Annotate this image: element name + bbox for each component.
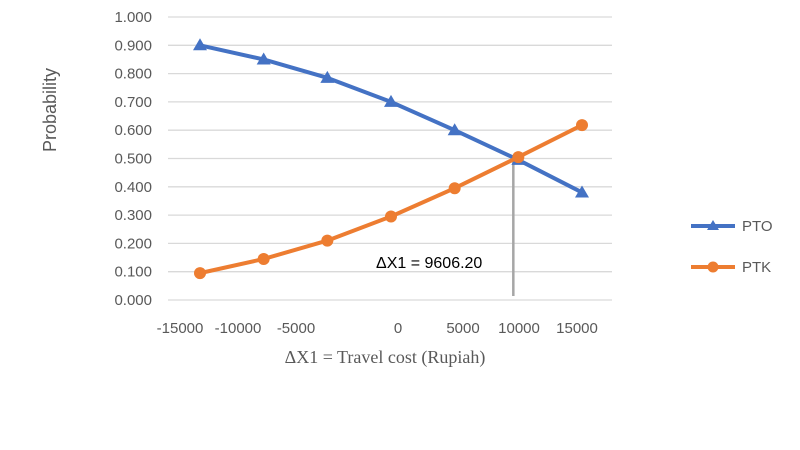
data-point-circle bbox=[576, 119, 588, 132]
x-tick-label: -5000 bbox=[277, 320, 315, 337]
data-point-triangle bbox=[256, 52, 271, 65]
y-tick-label: 0.600 bbox=[114, 122, 152, 139]
y-axis-title: Probability bbox=[40, 68, 60, 152]
y-tick-label: 0.900 bbox=[114, 37, 152, 54]
series-line bbox=[199, 43, 583, 195]
data-point-triangle bbox=[320, 70, 335, 83]
data-point-circle bbox=[257, 252, 270, 265]
legend-label: PTK bbox=[742, 259, 771, 276]
series-ptk bbox=[194, 119, 588, 280]
y-tick-label: 0.100 bbox=[114, 264, 152, 281]
intersection-annotation: ΔX1 = 9606.20 bbox=[376, 255, 482, 272]
data-point-circle bbox=[194, 267, 206, 280]
legend-triangle-icon bbox=[707, 220, 719, 230]
legend: PTO PTK bbox=[691, 218, 773, 276]
x-tick-label: 0 bbox=[394, 320, 402, 337]
y-tick-label: 0.000 bbox=[114, 292, 152, 309]
legend-item-ptk: PTK bbox=[691, 259, 771, 276]
data-point-circle bbox=[385, 210, 397, 223]
legend-label: PTO bbox=[742, 218, 773, 235]
y-tick-label: 0.500 bbox=[114, 151, 152, 168]
x-tick-label: 15000 bbox=[556, 320, 598, 337]
x-tick-label: -10000 bbox=[215, 320, 262, 337]
x-tick-label: 10000 bbox=[498, 320, 540, 337]
data-point-triangle bbox=[193, 38, 207, 51]
data-point-triangle bbox=[384, 94, 398, 107]
legend-item-pto: PTO bbox=[691, 218, 773, 235]
x-tick-label: 5000 bbox=[446, 320, 479, 337]
x-tick-label: -15000 bbox=[157, 320, 204, 337]
data-point-circle bbox=[512, 151, 525, 164]
legend-circle-icon bbox=[707, 261, 719, 273]
y-tick-label: 0.200 bbox=[114, 235, 152, 252]
y-tick-label: 1.000 bbox=[114, 9, 152, 26]
y-tick-label: 0.700 bbox=[114, 94, 152, 111]
data-point-circle bbox=[321, 234, 334, 247]
data-point-circle bbox=[448, 182, 461, 195]
series-pto bbox=[193, 38, 589, 198]
series-line bbox=[199, 123, 583, 276]
x-axis-title: ΔX1 = Travel cost (Rupiah) bbox=[285, 347, 486, 368]
y-tick-label: 0.800 bbox=[114, 66, 152, 83]
data-point-triangle bbox=[575, 185, 589, 198]
data-point-triangle bbox=[447, 123, 462, 136]
y-tick-label: 0.400 bbox=[114, 179, 152, 196]
y-tick-label: 0.300 bbox=[114, 207, 152, 224]
